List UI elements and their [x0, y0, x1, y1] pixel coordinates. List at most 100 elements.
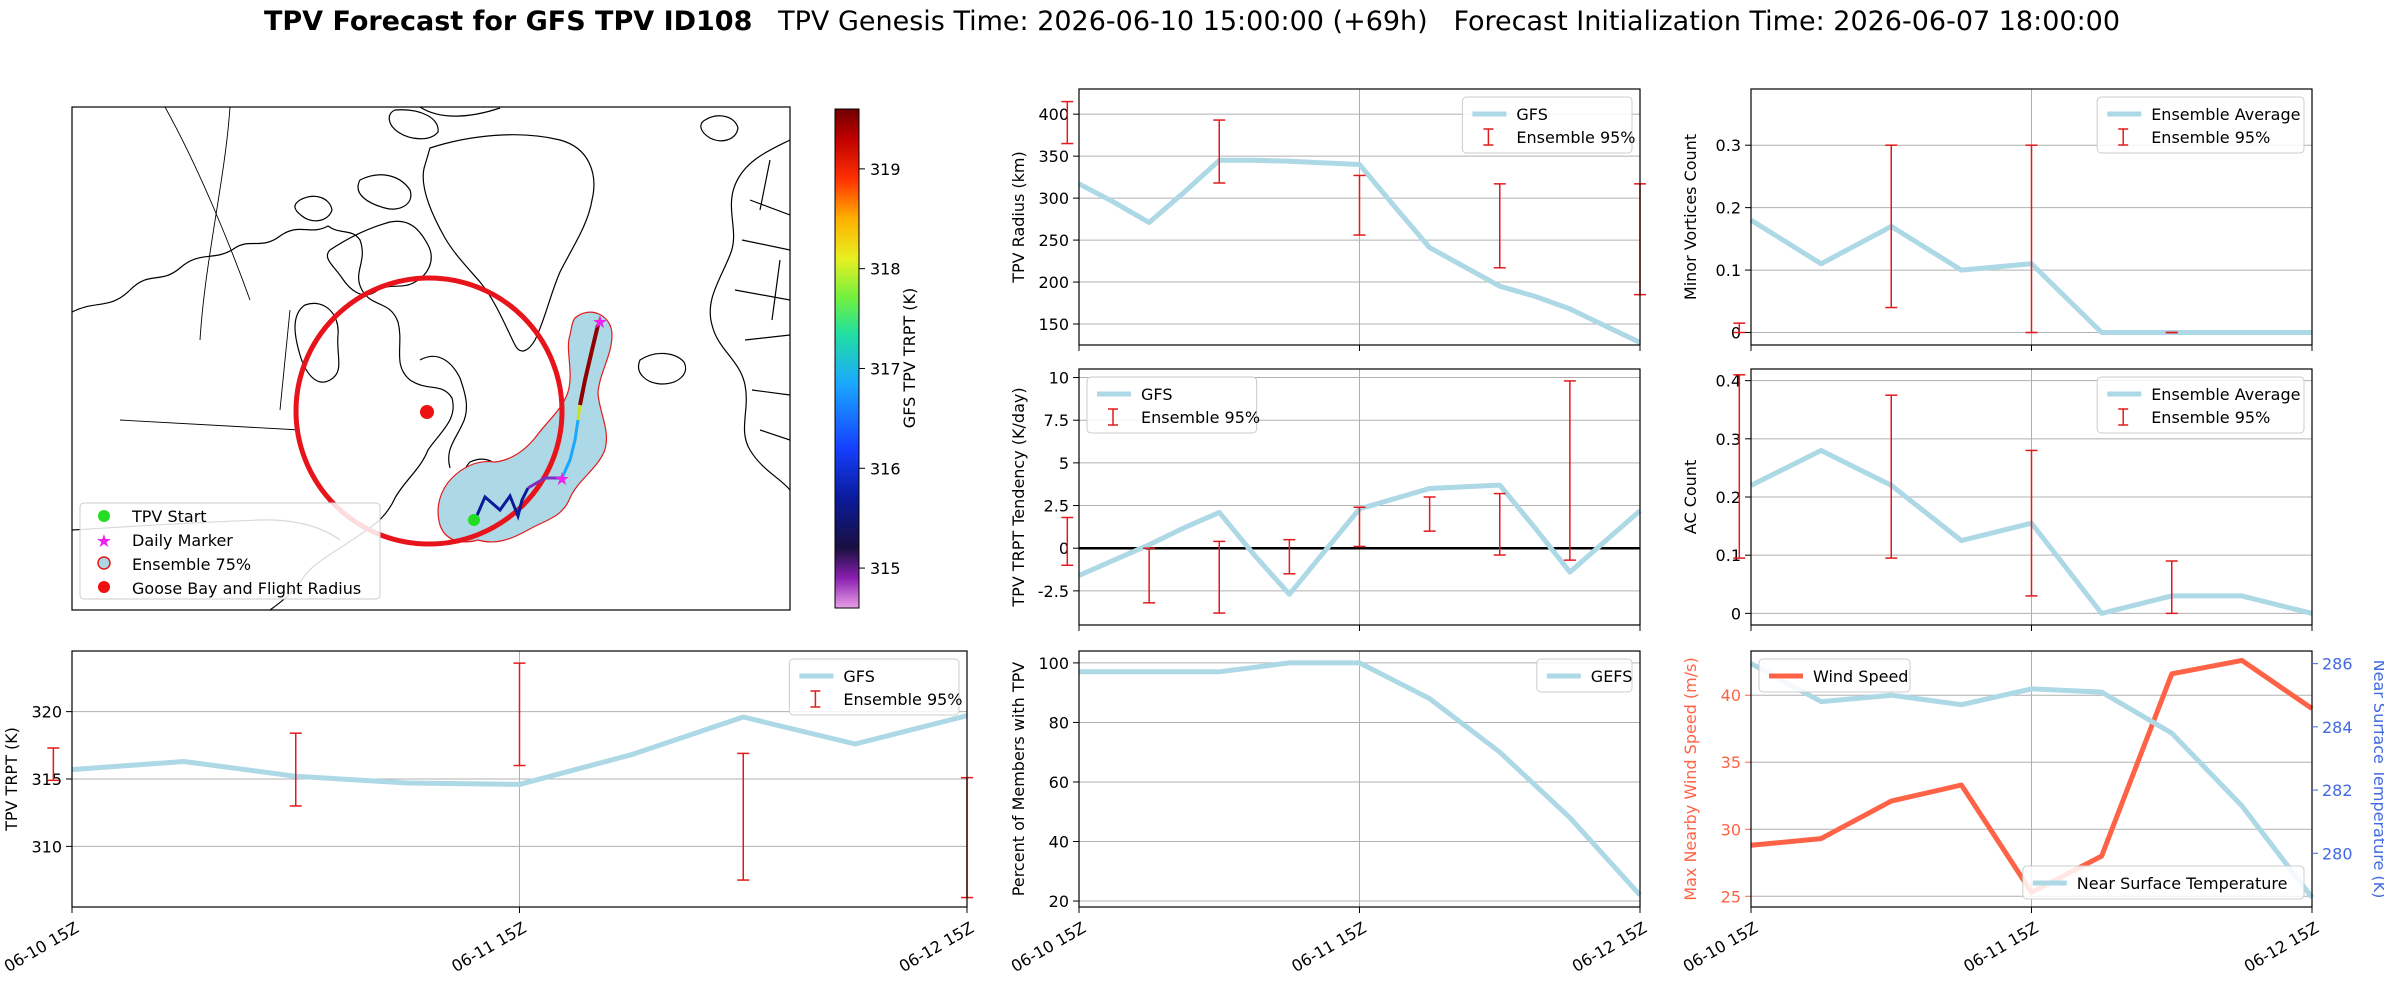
legend-label: GEFS — [1591, 667, 1633, 686]
legend-label: Ensemble 95% — [1141, 408, 1260, 427]
europe-borders — [734, 159, 790, 441]
chart-legend: Wind Speed — [1758, 658, 1911, 693]
tpv-track-blue — [560, 419, 580, 479]
y-tick-label: 0.1 — [1716, 546, 1741, 565]
y-tick-label: 10 — [1049, 369, 1069, 388]
y-axis-label: TPV TRPT (K) — [2, 727, 21, 832]
ensemble-error-bar — [1423, 496, 1436, 532]
tpv-track-purple — [527, 476, 562, 490]
series-line-gfs — [71, 713, 968, 787]
legend-box — [1758, 658, 1911, 693]
goose-bay-flight-radius — [293, 275, 565, 547]
y-tick-label: 0 — [1731, 604, 1741, 623]
colorbar-tick-label: 318 — [870, 260, 901, 279]
map-legend-label: Goose Bay and Flight Radius — [132, 579, 361, 598]
ensemble-error-bar — [2025, 144, 2038, 334]
y-tick-label: 400 — [1038, 105, 1069, 124]
plot-frame — [1078, 368, 1641, 626]
legend-label: Wind Speed — [1813, 667, 1908, 686]
tpv-track-dark — [473, 487, 530, 521]
legend-marker-ensemble — [97, 556, 111, 570]
tpv-track-green — [596, 317, 602, 326]
colorbar-tick-label: 316 — [870, 459, 901, 478]
y2-tick-label: 282 — [2322, 781, 2353, 800]
chart-wind: 25 30 35 40 06-10 15Z 06-11 15Z 06-12 15Z Max N… — [1680, 650, 2384, 976]
legend-label: GFS — [1141, 385, 1172, 404]
chart-tendency: -2.5 0 2.5 5 7.5 10 TPV TRPT Tendency (K/day) G… — [1009, 368, 1642, 631]
legend-label: GFS — [1516, 105, 1547, 124]
figure-title-rest: TPV Genesis Time: 2026-06-10 15:00:00 (+… — [778, 6, 2121, 37]
series-line-gfs — [1077, 157, 1642, 345]
legend-box — [2096, 96, 2305, 154]
series-line-near-surface-temperature — [1749, 661, 2314, 900]
baffin-island — [326, 220, 432, 296]
ensemble-error-bar — [1061, 100, 1074, 145]
y2-axis-label: Near Surface Temperature (K) — [2370, 660, 2384, 899]
ensemble-error-bar — [1061, 516, 1074, 567]
chart-legend: GFS Ensemble 95% — [1086, 376, 1260, 434]
map-legend-label: TPV Start — [131, 507, 207, 526]
y-axis-label: Max Nearby Wind Speed (m/s) — [1681, 657, 1700, 900]
labrador-coast — [419, 355, 468, 469]
legend-box — [1461, 96, 1633, 154]
legend-marker-daily: ★ — [96, 531, 112, 552]
y-tick-label: 30 — [1721, 820, 1741, 839]
legend-box — [1536, 658, 1633, 693]
svalbard — [700, 115, 739, 142]
ensemble-error-bar — [1353, 506, 1366, 548]
y2-tick-label: 286 — [2322, 655, 2353, 674]
ensemble-error-bar — [1885, 144, 1898, 309]
colorbar-gradient — [834, 108, 860, 609]
y-axis-label: Percent of Members with TPV — [1009, 662, 1028, 896]
chart-trpt: 310 315 320 06-10 15Z 06-11 15Z 06-12 15Z TPV … — [1, 650, 977, 976]
legend-marker-tpv-start — [98, 510, 110, 522]
legend-label: GFS — [843, 667, 874, 686]
y-tick-label: 0.3 — [1716, 430, 1741, 449]
ensemble-75-region: ★ ★ — [293, 275, 613, 547]
greenland — [422, 134, 595, 352]
plot-frame — [1750, 650, 2313, 908]
figure-title-bold: TPV Forecast for GFS TPV ID108 — [263, 6, 753, 37]
legend-label: Ensemble 95% — [2151, 128, 2270, 147]
y-axis-label: TPV TRPT Tendency (K/day) — [1009, 387, 1028, 607]
legend-label: Ensemble 95% — [843, 690, 962, 709]
coastlines — [72, 107, 790, 610]
ensemble-error-bar — [47, 747, 60, 782]
x-tick-label: 06-11 15Z — [1960, 918, 2041, 976]
ensemble-error-bar — [737, 752, 750, 881]
plot-frame — [1078, 650, 1641, 908]
x-tick-label: 06-10 15Z — [1680, 918, 1761, 976]
y-tick-label: 20 — [1049, 892, 1069, 911]
legend-box — [1086, 376, 1258, 434]
x-tick-label: 06-12 15Z — [2241, 918, 2322, 976]
coastline-north-america — [72, 225, 454, 610]
y-tick-label: 315 — [31, 770, 62, 789]
y-tick-label: 60 — [1049, 773, 1069, 792]
y-tick-label: 320 — [31, 703, 62, 722]
y-tick-label: 0.3 — [1716, 136, 1741, 155]
map-panel: ★ ★ TPV Start ★ Daily Marker Ensemble 75% Go… — [71, 106, 791, 611]
y-tick-label: 300 — [1038, 189, 1069, 208]
daily-marker-2: ★ — [592, 312, 608, 333]
russia-coast — [419, 107, 501, 117]
arctic-islands — [294, 109, 439, 222]
y-axis-label: Minor Vortices Count — [1681, 134, 1700, 300]
x-tick-label: 06-10 15Z — [1008, 918, 1089, 976]
x-tick-label: 06-11 15Z — [448, 918, 529, 976]
chart-percent: 20 40 60 80 100 06-10 15Z 06-11 15Z 06-12 15Z Pe… — [1008, 650, 1650, 976]
x-tick-label: 06-12 15Z — [896, 918, 977, 976]
y-axis-label: AC Count — [1681, 460, 1700, 534]
y-tick-label: 35 — [1721, 753, 1741, 772]
y-tick-label: 80 — [1049, 713, 1069, 732]
ensemble-error-bar — [1353, 174, 1366, 236]
y-tick-label: 350 — [1038, 147, 1069, 166]
x-tick-label: 06-12 15Z — [1569, 918, 1650, 976]
plot-frame — [71, 650, 968, 908]
colorbar-label: GFS TPV TRPT (K) — [900, 288, 919, 428]
ensemble-error-bar — [289, 732, 302, 807]
y-tick-label: 40 — [1721, 686, 1741, 705]
ensemble-error-bar — [1213, 119, 1226, 184]
chart-radius: 150 200 250 300 350 400 TPV Radius (km) GFS Ense… — [1009, 88, 1646, 351]
